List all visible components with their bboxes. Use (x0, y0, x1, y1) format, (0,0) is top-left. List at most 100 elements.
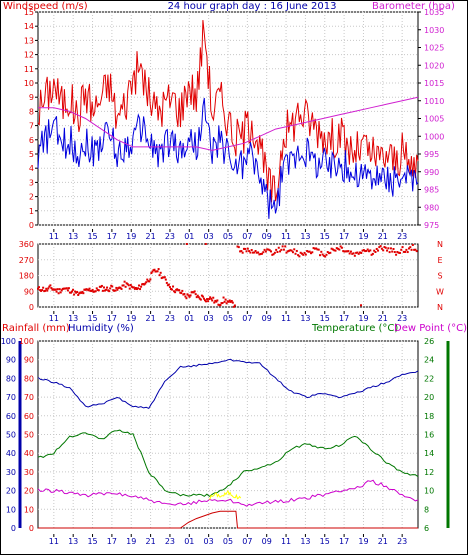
x-tick-label: 11 (281, 314, 291, 323)
direction-point (169, 286, 171, 288)
direction-point (72, 289, 74, 291)
x-tick-label: 15 (320, 537, 330, 546)
windspeed-axis-title: Windspeed (m/s) (3, 1, 88, 12)
barometer-tick-label: 980 (424, 203, 439, 212)
compass-label: N (437, 240, 443, 249)
direction-point (123, 284, 125, 286)
direction-point (41, 289, 43, 291)
x-tick-label: 17 (107, 314, 117, 323)
rain-humidity-temperature-panel: 0 010 1020 2030 3040 4050 5060 6070 7080 8090 9010… (1, 337, 448, 546)
x-tick-label: 21 (378, 537, 388, 546)
x-tick-label: 13 (68, 314, 78, 323)
rainfall-tick-label: 0 (11, 524, 16, 533)
windspeed-tick-label: 11 (24, 65, 34, 74)
direction-point (66, 287, 68, 289)
direction-point (211, 299, 213, 301)
direction-tick-label: 90 (24, 287, 34, 296)
windspeed-tick-label: 15 (24, 8, 34, 17)
direction-point (394, 251, 396, 253)
temperature-tick-label: 10 (424, 487, 434, 496)
compass-label: W (436, 287, 444, 296)
direction-point (369, 249, 371, 251)
direction-point (129, 288, 131, 290)
direction-point (115, 287, 117, 289)
direction-point (349, 252, 351, 254)
direction-point (76, 291, 78, 293)
direction-tick-label: 180 (19, 272, 34, 281)
compass-label: S (437, 272, 442, 281)
direction-point (377, 250, 379, 252)
direction-point (374, 251, 376, 253)
humidity-tick-label: 50 (24, 431, 34, 440)
x-tick-label: 17 (107, 232, 117, 241)
temperature-tick-label: 6 (424, 524, 429, 533)
direction-point (283, 249, 285, 251)
windspeed-tick-label: 13 (24, 36, 34, 45)
humidity-tick-label: 20 (24, 487, 34, 496)
direction-point (360, 252, 362, 254)
direction-point (164, 276, 166, 278)
x-tick-label: 21 (378, 314, 388, 323)
direction-point (234, 304, 236, 306)
windspeed-tick-label: 12 (24, 51, 34, 60)
x-tick-label: 11 (281, 537, 291, 546)
direction-point (275, 249, 277, 251)
temperature-tick-label: 22 (424, 374, 434, 383)
barometer-tick-label: 975 (424, 221, 439, 230)
direction-point (109, 287, 111, 289)
rainfall-tick-label: 10 (6, 505, 16, 514)
windspeed-tick-label: 1 (29, 207, 34, 216)
direction-tick-label: 270 (19, 256, 34, 265)
direction-point (242, 252, 244, 254)
windspeed-tick-label: 4 (29, 164, 34, 173)
temperature-tick-label: 12 (424, 468, 434, 477)
direction-point (149, 278, 151, 280)
direction-point (157, 270, 159, 272)
direction-point (125, 286, 127, 288)
direction-point (56, 291, 58, 293)
x-tick-label: 15 (320, 232, 330, 241)
direction-point (95, 290, 97, 292)
direction-point (166, 282, 168, 284)
direction-point (67, 289, 69, 291)
humidity-tick-label: 80 (24, 374, 34, 383)
x-tick-label: 13 (300, 537, 310, 546)
direction-point (341, 247, 343, 249)
direction-point (185, 297, 187, 299)
x-tick-label: 15 (320, 314, 330, 323)
direction-point (347, 250, 349, 252)
direction-point (60, 291, 62, 293)
x-tick-label: 23 (397, 232, 407, 241)
direction-point (181, 290, 183, 292)
wind-barometer-panel: 0123456789101112131415975980985990995100… (24, 8, 445, 241)
direction-point (45, 288, 47, 290)
direction-point (409, 246, 411, 248)
direction-point (68, 287, 70, 289)
windspeed-tick-label: 10 (24, 79, 34, 88)
windspeed-tick-label: 0 (29, 221, 34, 230)
direction-point (302, 254, 304, 256)
x-tick-label: 15 (87, 537, 97, 546)
x-tick-label: 03 (204, 232, 214, 241)
direction-point (58, 292, 60, 294)
direction-point (178, 289, 180, 291)
barometer-tick-label: 1005 (424, 115, 444, 124)
direction-point (190, 294, 192, 296)
temperature-axis-title: Temperature (°C) (311, 323, 398, 334)
direction-point (101, 285, 103, 287)
x-tick-label: 23 (165, 314, 175, 323)
direction-point (124, 281, 126, 283)
direction-point (205, 300, 207, 302)
direction-point (103, 286, 105, 288)
direction-point (82, 292, 84, 294)
x-tick-label: 19 (126, 314, 136, 323)
x-tick-label: 23 (397, 314, 407, 323)
direction-point (168, 284, 170, 286)
direction-point (158, 268, 160, 270)
x-tick-label: 07 (242, 537, 252, 546)
direction-point (153, 269, 155, 271)
direction-point (296, 250, 298, 252)
direction-point (98, 289, 100, 291)
direction-point (298, 255, 300, 257)
